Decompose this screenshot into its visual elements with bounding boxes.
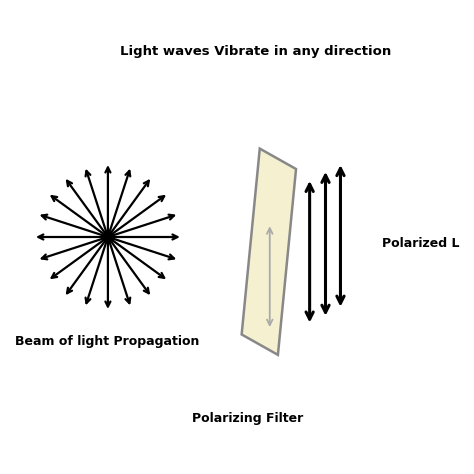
Text: Light waves Vibrate in any direction: Light waves Vibrate in any direction — [119, 45, 391, 58]
Text: Polarizing Filter: Polarizing Filter — [192, 412, 303, 425]
Text: Polarized L: Polarized L — [382, 237, 460, 250]
Text: Beam of light Propagation: Beam of light Propagation — [15, 335, 200, 348]
Polygon shape — [242, 149, 296, 355]
